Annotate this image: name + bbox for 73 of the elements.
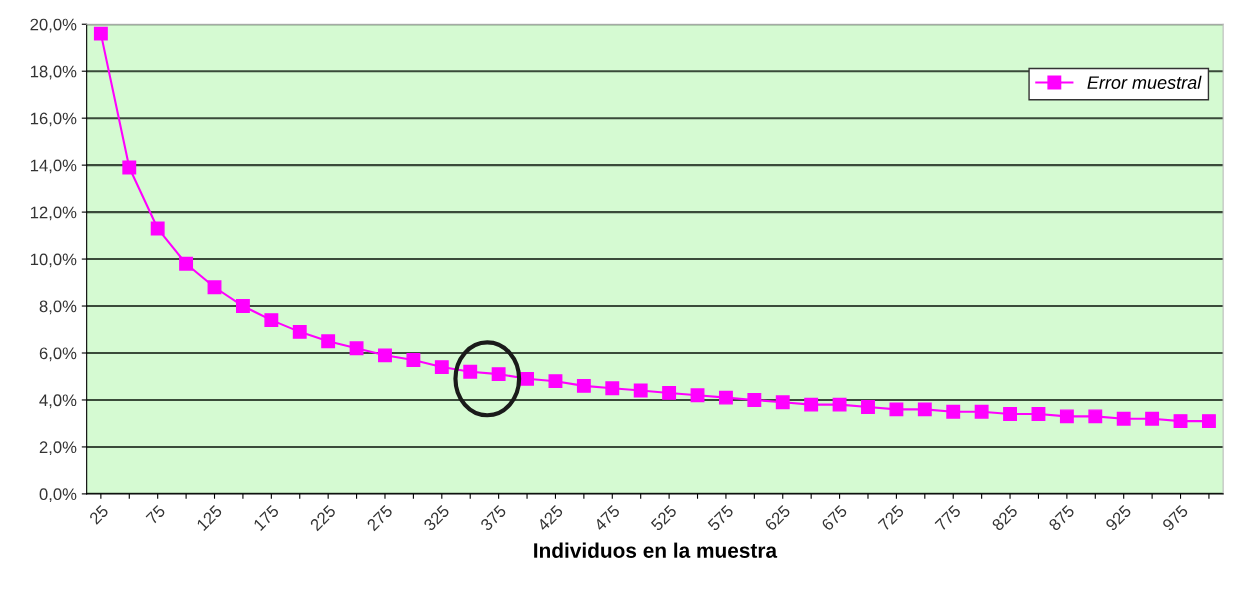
x-tick-label: 475	[593, 504, 621, 532]
x-tick-label: 25	[88, 504, 110, 525]
y-tick-label: 10,0%	[30, 253, 77, 268]
x-tick-label: 775	[934, 504, 962, 532]
y-tick-label: 20,0%	[30, 18, 77, 33]
y-tick-label: 4,0%	[39, 394, 77, 409]
point	[491, 367, 506, 382]
point	[889, 402, 904, 417]
point	[1145, 411, 1160, 426]
point	[235, 299, 250, 313]
x-tick-label: 725	[877, 504, 905, 532]
point	[321, 334, 336, 349]
y-tick-label: 6,0%	[39, 347, 77, 362]
point	[1201, 414, 1216, 429]
x-tick-label: 225	[309, 504, 337, 532]
x-tick-label: 975	[1161, 504, 1189, 532]
point	[179, 256, 194, 271]
point	[264, 313, 279, 328]
x-tick-label: 875	[1048, 504, 1076, 532]
y-tick-label: 8,0%	[39, 300, 77, 315]
x-tick-label: 575	[707, 504, 735, 532]
point	[1059, 409, 1074, 424]
x-tick-label: 625	[764, 504, 791, 532]
x-tick-label: 425	[536, 504, 564, 532]
point	[93, 26, 108, 41]
point	[633, 383, 648, 398]
y-tick-label: 2,0%	[39, 441, 77, 456]
point	[1003, 407, 1017, 421]
point	[804, 397, 819, 412]
x-tick-label: 325	[422, 504, 450, 532]
point	[150, 221, 165, 236]
point	[1116, 411, 1131, 426]
x-tick-label: 525	[650, 504, 678, 532]
point	[917, 402, 932, 417]
y-tick-label: 0,0%	[39, 488, 77, 503]
point	[520, 371, 534, 386]
point	[690, 388, 705, 403]
x-tick-label: 125	[196, 504, 223, 532]
legend-label: Error muestral	[1087, 75, 1202, 89]
x-tick-label: 675	[820, 504, 848, 532]
point	[548, 374, 563, 389]
point	[861, 400, 875, 414]
point	[378, 348, 392, 363]
y-tick-label: 14,0%	[30, 159, 77, 174]
point	[832, 397, 847, 412]
point	[576, 378, 591, 393]
point	[406, 353, 421, 367]
x-tick-label: 275	[366, 504, 394, 532]
point	[1088, 409, 1103, 424]
point	[662, 385, 677, 400]
y-tick-label: 12,0%	[30, 206, 77, 221]
point	[1031, 407, 1046, 421]
point	[463, 364, 478, 379]
point	[434, 360, 449, 375]
point	[775, 395, 790, 410]
x-tick-label: 925	[1104, 504, 1132, 532]
point	[349, 341, 364, 356]
x-axis-title: Individuos en la muestra	[534, 542, 778, 558]
point	[718, 390, 733, 405]
x-tick-label: 75	[145, 504, 166, 525]
point	[605, 381, 620, 396]
x-tick-label: 825	[991, 504, 1019, 532]
point	[292, 324, 307, 339]
y-tick-label: 18,0%	[30, 65, 77, 80]
point	[747, 393, 762, 407]
x-tick-label: 175	[253, 504, 280, 532]
point	[974, 404, 989, 419]
y-tick-label: 16,0%	[30, 112, 77, 127]
point	[946, 404, 961, 419]
x-tick-label: 375	[479, 504, 507, 532]
point	[1173, 414, 1188, 429]
point	[122, 160, 137, 175]
point	[207, 280, 222, 295]
